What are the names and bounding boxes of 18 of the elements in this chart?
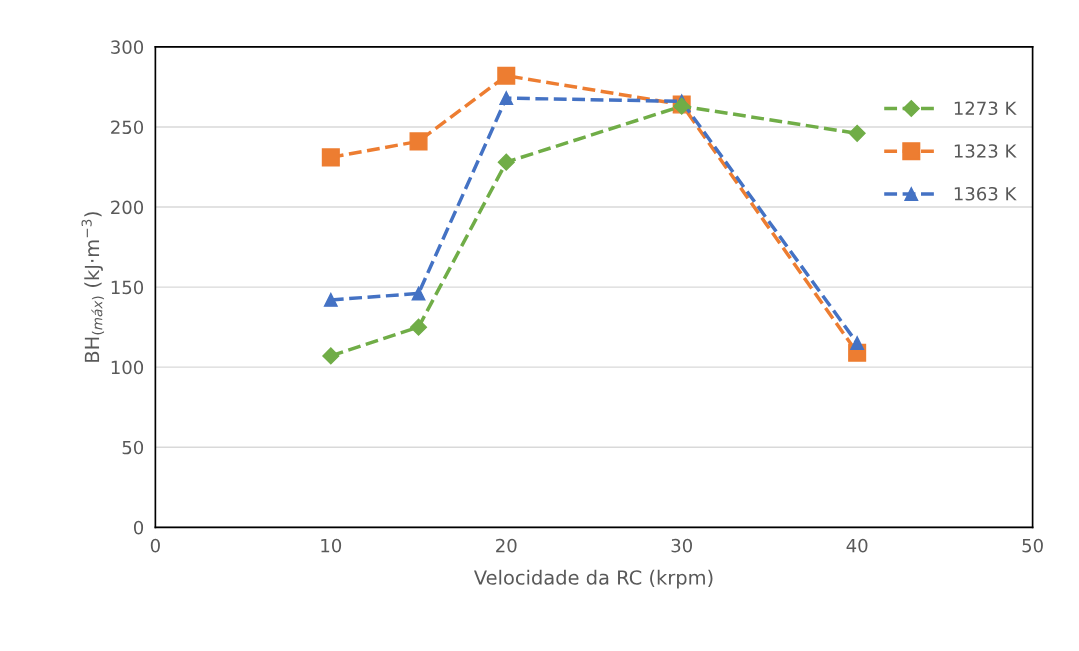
y-tick-label: 0: [133, 520, 144, 535]
x-axis-title: Velocidade da RC (krpm): [473, 569, 713, 589]
x-tick-label: 0: [150, 538, 160, 553]
y-tick-label: 200: [111, 200, 144, 215]
y-tick-label: 300: [111, 40, 144, 54]
y-axis-title: BH$_{(máx)}$ (kJ·m$^{−3}$): [81, 212, 105, 362]
x-tick-label: 50: [1022, 538, 1043, 553]
legend-label: 1273 K: [954, 101, 1017, 116]
legend-label: 1323 K: [954, 144, 1017, 158]
x-tick-label: 20: [496, 538, 517, 553]
legend-label: 1363 K: [954, 186, 1017, 201]
y-tick-label: 250: [111, 120, 144, 135]
x-tick-label: 10: [321, 538, 342, 553]
x-tick-label: 30: [671, 538, 692, 553]
y-tick-label: 50: [122, 440, 144, 455]
y-tick-label: 150: [111, 280, 144, 295]
y-tick-label: 100: [111, 360, 144, 375]
x-tick-label: 40: [846, 538, 868, 553]
